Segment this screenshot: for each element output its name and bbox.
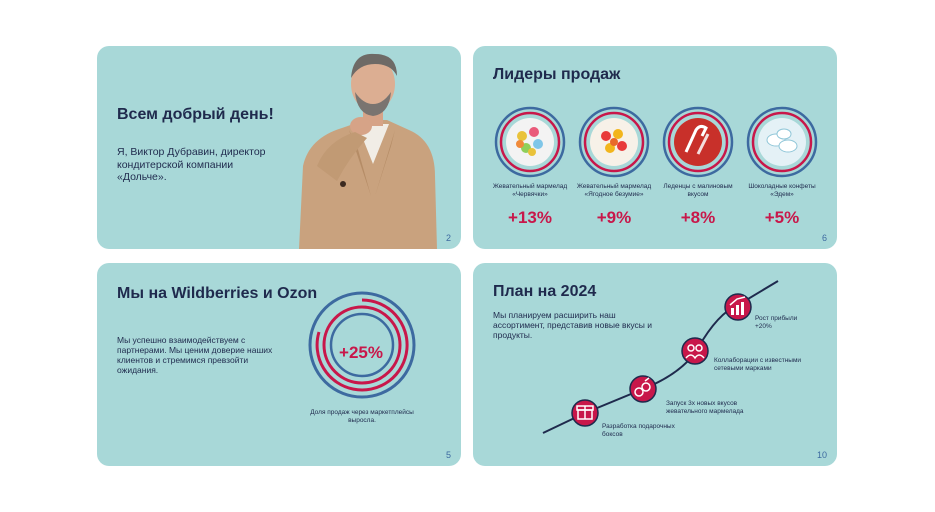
product-ring-icon — [578, 106, 650, 178]
product-growth: +13% — [508, 208, 552, 227]
product-name: Жевательный мармелад «Ягодное безумие» — [576, 183, 652, 198]
product-ring-icon — [746, 106, 818, 178]
profit-chart-icon — [724, 293, 752, 321]
milestone-label: Разработка подарочных боксов — [602, 423, 675, 438]
page-number: 5 — [445, 450, 451, 460]
product-growth: +5% — [764, 208, 800, 227]
slide-sales-leaders[interactable]: Лидеры продаж Жевательный мармелад «Черв… — [473, 46, 837, 249]
page-number: 10 — [816, 450, 827, 460]
greeting-intro: Я, Виктор Дубравин, директор кондитерско… — [117, 146, 266, 183]
product-growth: +9% — [596, 208, 632, 227]
speaker-photo — [299, 53, 437, 249]
product-name: Леденцы с малиновым вкусом — [663, 183, 733, 198]
product-card: Жевательный мармелад «Ягодное безумие» +… — [574, 106, 654, 236]
page-number: 2 — [445, 233, 451, 243]
slide-plan[interactable]: План на 2024 Мы планируем расширить наш … — [473, 263, 837, 466]
growth-caption: Доля продаж через маркетплейсы выросла. — [310, 409, 414, 424]
slide-greeting[interactable]: Всем добрый день! Я, Виктор Дубравин, ди… — [97, 46, 461, 249]
partners-icon — [681, 337, 709, 365]
plan-timeline — [542, 280, 779, 434]
berry-icon — [629, 375, 657, 403]
product-card: Леденцы с малиновым вкусом +8% — [658, 106, 738, 236]
product-ring-icon — [494, 106, 566, 178]
marketplaces-title: Мы на Wildberries и Ozon — [117, 285, 318, 302]
slide-marketplaces[interactable]: Мы на Wildberries и Ozon Мы успешно взаи… — [97, 263, 461, 466]
product-card: Шоколадные конфеты «Эдем» +5% — [742, 106, 822, 236]
growth-rings-icon — [308, 291, 416, 399]
greeting-title: Всем добрый день! — [117, 106, 274, 123]
page-number: 6 — [821, 233, 827, 243]
milestone-label: Рост прибыли +20% — [755, 315, 798, 330]
plan-text: Мы планируем расширить наш ассортимент, … — [493, 310, 653, 340]
milestone-label: Коллаборации с известными сетевыми марка… — [714, 357, 802, 372]
leaders-title: Лидеры продаж — [493, 66, 621, 83]
marketplaces-text: Мы успешно взаимодействуем с партнерами.… — [117, 335, 273, 375]
product-name: Шоколадные конфеты «Эдем» — [748, 183, 816, 198]
product-name: Жевательный мармелад «Червячки» — [492, 183, 568, 198]
product-ring-icon — [662, 106, 734, 178]
product-growth: +8% — [680, 208, 716, 227]
growth-value: +25% — [339, 343, 383, 362]
plan-title: План на 2024 — [493, 283, 597, 300]
gift-icon — [571, 399, 599, 427]
milestone-label: Запуск 3х новых вкусов жевательного марм… — [666, 400, 744, 415]
product-card: Жевательный мармелад «Червячки» +13% — [490, 106, 570, 236]
